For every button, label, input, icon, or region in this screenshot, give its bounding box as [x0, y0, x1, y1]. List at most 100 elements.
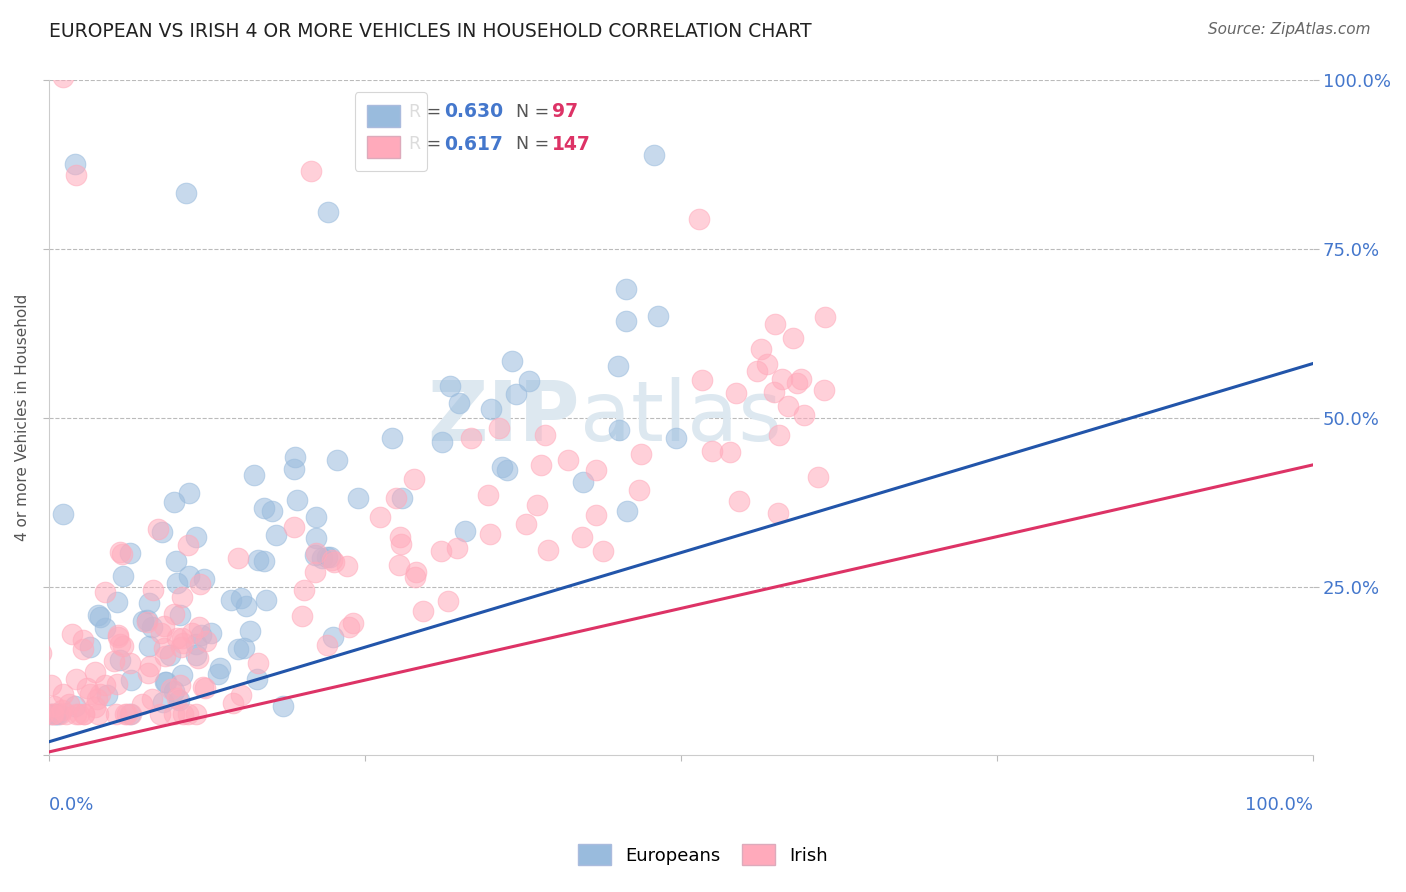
Point [97, 741, 120, 756]
Point [619, 623, 641, 637]
Point [456, 627, 478, 641]
Point [139, 681, 162, 696]
Point [464, 689, 486, 703]
Point [257, 748, 280, 763]
Point [488, 681, 510, 695]
Point [142, 733, 165, 747]
Point [129, 748, 152, 763]
Text: EUROPEAN VS IRISH 4 OR MORE VEHICLES IN HOUSEHOLD CORRELATION CHART: EUROPEAN VS IRISH 4 OR MORE VEHICLES IN … [49, 22, 811, 41]
Point [1137, 517, 1160, 532]
Point [240, 630, 263, 644]
Legend: , : , [354, 93, 427, 170]
Point [465, 631, 488, 645]
Point [1085, 478, 1108, 492]
Point [254, 348, 277, 362]
Point [333, 733, 356, 747]
Point [337, 698, 360, 712]
Point [1101, 593, 1123, 607]
Point [79, 732, 101, 747]
Point [821, 569, 844, 583]
Point [873, 530, 896, 544]
Point [249, 718, 271, 732]
Point [202, 663, 225, 677]
Point [800, 552, 823, 566]
Point [1157, 566, 1180, 580]
Point [329, 628, 352, 642]
Point [194, 677, 217, 691]
Point [382, 610, 405, 624]
Point [278, 727, 301, 741]
Point [117, 697, 139, 711]
Point [176, 723, 198, 737]
Point [409, 550, 432, 565]
Point [439, 639, 461, 653]
Point [273, 705, 295, 719]
Point [561, 612, 583, 626]
Point [1070, 484, 1092, 499]
Point [83, 748, 105, 763]
Point [208, 652, 231, 666]
Point [221, 607, 243, 622]
Point [160, 706, 183, 721]
Point [257, 618, 280, 632]
Point [132, 673, 155, 688]
Point [75, 748, 97, 763]
Point [108, 748, 131, 763]
Point [928, 442, 950, 456]
Point [160, 623, 183, 637]
Point [440, 624, 463, 638]
Point [65, 742, 87, 756]
Point [494, 678, 516, 692]
Point [884, 592, 907, 607]
Point [107, 690, 129, 705]
Point [706, 558, 728, 572]
Point [174, 709, 197, 723]
Point [128, 737, 150, 751]
Point [176, 748, 198, 763]
Point [283, 691, 305, 706]
Point [247, 697, 270, 711]
Point [582, 642, 605, 657]
Point [420, 673, 443, 687]
Point [689, 513, 711, 527]
Point [48, 701, 70, 715]
Point [458, 362, 481, 376]
Point [725, 501, 748, 516]
Text: N =: N = [516, 103, 555, 120]
Point [281, 728, 304, 742]
Point [413, 583, 436, 598]
Point [96, 325, 118, 339]
Point [433, 330, 456, 344]
Point [97, 334, 120, 348]
Point [558, 633, 581, 648]
Point [128, 672, 150, 686]
Point [62, 725, 84, 739]
Point [226, 723, 249, 738]
Point [110, 748, 132, 763]
Point [91, 687, 114, 701]
Point [87, 740, 110, 755]
Text: 0.630: 0.630 [444, 103, 503, 121]
Point [242, 690, 264, 704]
Point [321, 739, 343, 754]
Point [460, 627, 482, 641]
Point [153, 748, 176, 763]
Point [174, 624, 197, 639]
Point [225, 723, 247, 738]
Point [641, 620, 664, 634]
Point [1166, 499, 1188, 513]
Point [955, 536, 977, 550]
Point [579, 566, 602, 581]
Point [720, 476, 742, 491]
Text: 100.0%: 100.0% [1244, 796, 1313, 814]
Point [628, 661, 651, 675]
Point [38, 728, 60, 742]
Point [79, 258, 101, 272]
Point [357, 630, 380, 644]
Point [167, 748, 190, 763]
Point [274, 648, 297, 662]
Point [583, 639, 606, 653]
Point [259, 578, 281, 592]
Point [1128, 493, 1150, 508]
Point [198, 677, 221, 691]
